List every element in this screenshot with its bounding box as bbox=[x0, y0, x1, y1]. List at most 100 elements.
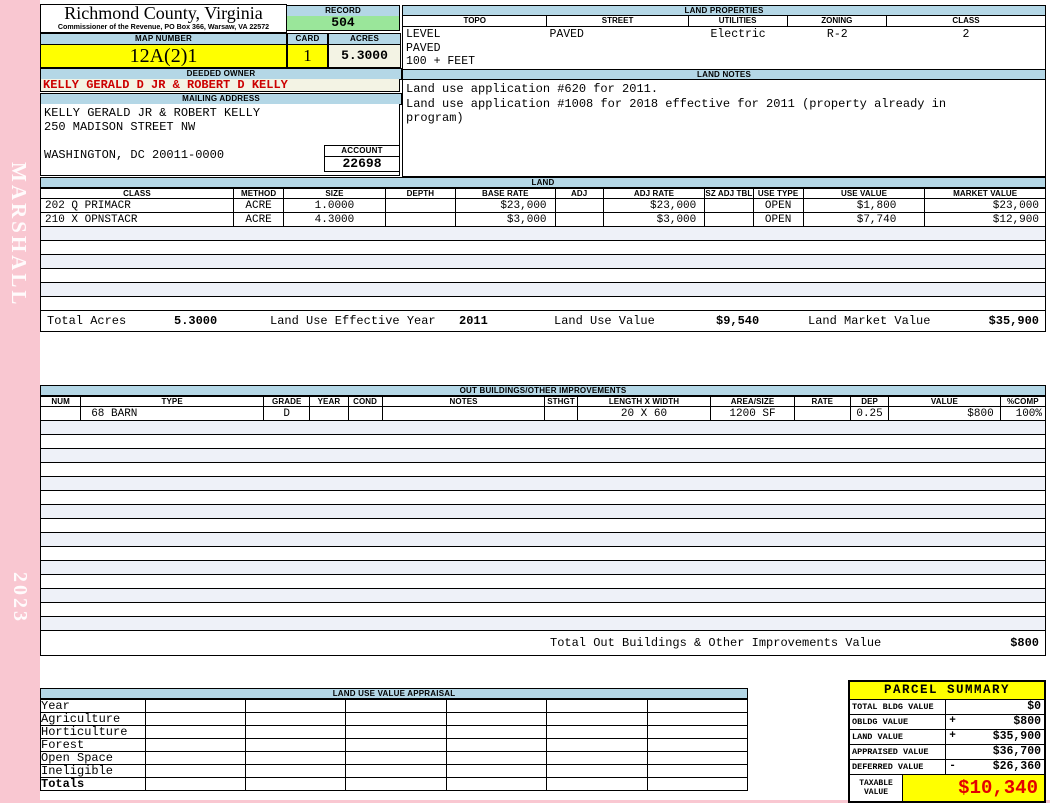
out-buildings-total-row: Total Out Buildings & Other Improvements… bbox=[40, 630, 1046, 656]
empty-cell bbox=[546, 725, 648, 739]
empty-cell bbox=[144, 738, 247, 752]
empty-cell bbox=[445, 712, 548, 726]
sidebar-watermark-year: 2023 bbox=[9, 572, 31, 624]
empty-cell bbox=[345, 777, 447, 791]
column-header: METHOD bbox=[232, 188, 285, 199]
summary-row: LAND VALUE + $35,900 bbox=[850, 730, 1044, 745]
county-header: Richmond County, Virginia Commissioner o… bbox=[40, 4, 287, 33]
empty-row bbox=[40, 532, 1046, 547]
land-use-value: $9,540 bbox=[716, 314, 760, 328]
row-label: Open Space bbox=[40, 751, 146, 765]
class-value: 2 bbox=[962, 28, 970, 41]
empty-cell bbox=[445, 777, 548, 791]
map-number-value: 12A(2)1 bbox=[40, 44, 287, 68]
empty-cell bbox=[445, 738, 548, 752]
empty-cell bbox=[245, 738, 347, 752]
column-header: UTILITIES bbox=[689, 16, 788, 26]
empty-cell bbox=[646, 712, 749, 726]
taxable-value-row: TAXABLE VALUE $10,340 bbox=[850, 774, 1044, 801]
utilities-value: Electric bbox=[710, 28, 766, 41]
empty-row bbox=[40, 574, 1046, 589]
row-label: Year bbox=[40, 699, 146, 713]
row-label: TOTAL BLDG VALUE bbox=[850, 700, 946, 714]
empty-row bbox=[40, 420, 1046, 435]
empty-cell bbox=[144, 751, 247, 765]
empty-row bbox=[40, 282, 1046, 297]
out-buildings-body: 68 BARN D 20 X 60 1200 SF 0.25 $800 100% bbox=[39, 406, 1047, 631]
out-buildings-total-value: $800 bbox=[1010, 636, 1039, 650]
land-use-appraisal-title: LAND USE VALUE APPRAISAL bbox=[40, 688, 748, 699]
column-header: SIZE bbox=[283, 188, 386, 199]
empty-row bbox=[40, 546, 1046, 561]
empty-cell bbox=[646, 764, 749, 778]
zoning-value: R-2 bbox=[826, 28, 848, 41]
row-value: $35,900 bbox=[992, 730, 1041, 743]
empty-cell bbox=[546, 764, 648, 778]
row-label: DEFERRED VALUE bbox=[850, 760, 946, 774]
appraisal-row: Totals bbox=[40, 777, 749, 791]
column-header: GRADE bbox=[263, 396, 311, 407]
column-header: AREA/SIZE bbox=[710, 396, 795, 407]
empty-row bbox=[40, 448, 1046, 463]
summary-row: OBLDG VALUE + $800 bbox=[850, 715, 1044, 730]
empty-row bbox=[40, 434, 1046, 449]
empty-cell bbox=[345, 751, 447, 765]
row-label: Totals bbox=[40, 777, 146, 791]
column-header: LENGTH X WIDTH bbox=[576, 396, 712, 407]
empty-cell bbox=[245, 712, 347, 726]
empty-cell bbox=[546, 738, 648, 752]
empty-cell bbox=[445, 699, 548, 713]
column-header: YEAR bbox=[309, 396, 349, 407]
row-value: $0 bbox=[1027, 700, 1041, 713]
topo-value: LEVEL PAVED 100 + FEET bbox=[406, 28, 476, 68]
empty-cell bbox=[144, 777, 247, 791]
row-label: Forest bbox=[40, 738, 146, 752]
empty-cell bbox=[546, 777, 648, 791]
empty-row bbox=[40, 616, 1046, 631]
empty-cell bbox=[345, 712, 447, 726]
operator: + bbox=[949, 715, 956, 727]
appraisal-row: Horticulture bbox=[40, 725, 749, 739]
empty-row bbox=[40, 588, 1046, 603]
table-row: 202 Q PRIMACR ACRE 1.0000 $23,000 $23,00… bbox=[40, 198, 1046, 213]
taxable-value-label: TAXABLE VALUE bbox=[850, 775, 903, 801]
parcel-summary-title: PARCEL SUMMARY bbox=[850, 682, 1044, 700]
column-header: USE TYPE bbox=[752, 188, 804, 199]
empty-cell bbox=[245, 699, 347, 713]
note-line: Land use application #620 for 2011. bbox=[406, 82, 659, 96]
row-label: Agriculture bbox=[40, 712, 146, 726]
appraisal-row: Open Space bbox=[40, 751, 749, 765]
operator: - bbox=[949, 760, 956, 772]
effective-year-value: 2011 bbox=[459, 314, 488, 328]
land-section: LAND CLASS METHOD SIZE DEPTH BASE RATE ADJ ADJ… bbox=[40, 177, 1046, 332]
column-header: ADJ bbox=[554, 188, 604, 199]
land-properties-title: LAND PROPERTIES bbox=[403, 6, 1045, 16]
mailing-line: 250 MADISON STREET NW bbox=[44, 120, 196, 134]
row-label: Horticulture bbox=[40, 725, 146, 739]
land-market-value-label: Land Market Value bbox=[808, 314, 931, 328]
row-label: LAND VALUE bbox=[850, 730, 946, 744]
empty-cell bbox=[345, 725, 447, 739]
empty-row bbox=[40, 240, 1046, 255]
appraisal-row: Forest bbox=[40, 738, 749, 752]
mailing-line: KELLY GERALD JR & ROBERT KELLY bbox=[44, 106, 261, 120]
empty-cell bbox=[445, 764, 548, 778]
column-header: ZONING bbox=[788, 16, 888, 26]
empty-cell bbox=[144, 725, 247, 739]
operator bbox=[946, 700, 959, 714]
out-buildings-header-row: NUM TYPE GRADE YEAR COND NOTES STHGT LENGTH X W… bbox=[39, 396, 1047, 407]
empty-cell bbox=[646, 777, 749, 791]
empty-row bbox=[40, 504, 1046, 519]
column-header: COND bbox=[347, 396, 383, 407]
note-line: program) bbox=[406, 111, 464, 125]
land-notes-body: Land use application #620 for 2011. Land… bbox=[403, 80, 1045, 126]
appraisal-row: Agriculture bbox=[40, 712, 749, 726]
row-label: Ineligible bbox=[40, 764, 146, 778]
column-header: DEP bbox=[849, 396, 890, 407]
land-header-row: CLASS METHOD SIZE DEPTH BASE RATE ADJ ADJ RATE… bbox=[40, 188, 1046, 199]
empty-cell bbox=[245, 751, 347, 765]
row-value: $36,700 bbox=[992, 745, 1041, 758]
empty-row bbox=[40, 226, 1046, 241]
empty-cell bbox=[345, 699, 447, 713]
appraisal-row: Year bbox=[40, 699, 749, 713]
